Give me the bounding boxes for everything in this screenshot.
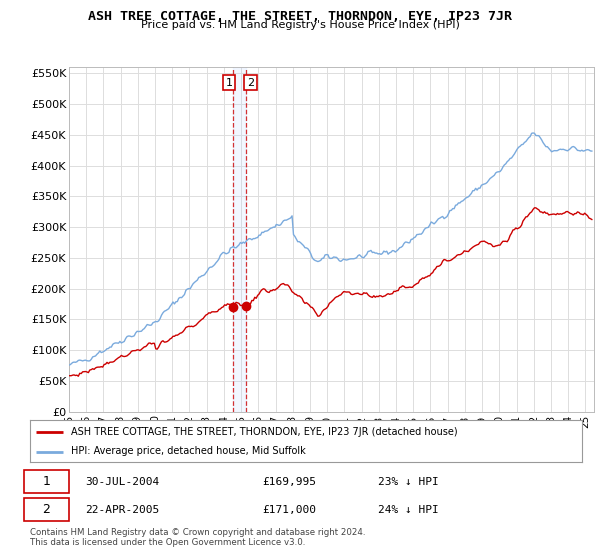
Text: 1: 1 — [226, 77, 232, 87]
Text: Price paid vs. HM Land Registry's House Price Index (HPI): Price paid vs. HM Land Registry's House … — [140, 20, 460, 30]
Text: ASH TREE COTTAGE, THE STREET, THORNDON, EYE, IP23 7JR: ASH TREE COTTAGE, THE STREET, THORNDON, … — [88, 10, 512, 22]
Text: £169,995: £169,995 — [262, 477, 316, 487]
Text: 2: 2 — [247, 77, 254, 87]
Bar — [233, 67, 246, 412]
FancyBboxPatch shape — [25, 470, 68, 493]
Text: 24% ↓ HPI: 24% ↓ HPI — [378, 505, 439, 515]
Text: Contains HM Land Registry data © Crown copyright and database right 2024.
This d: Contains HM Land Registry data © Crown c… — [30, 528, 365, 547]
Text: 23% ↓ HPI: 23% ↓ HPI — [378, 477, 439, 487]
Text: ASH TREE COTTAGE, THE STREET, THORNDON, EYE, IP23 7JR (detached house): ASH TREE COTTAGE, THE STREET, THORNDON, … — [71, 427, 458, 437]
Text: 1: 1 — [43, 475, 50, 488]
Text: 30-JUL-2004: 30-JUL-2004 — [85, 477, 160, 487]
Text: 2: 2 — [43, 503, 50, 516]
Text: HPI: Average price, detached house, Mid Suffolk: HPI: Average price, detached house, Mid … — [71, 446, 306, 456]
FancyBboxPatch shape — [25, 498, 68, 521]
Text: 22-APR-2005: 22-APR-2005 — [85, 505, 160, 515]
Text: £171,000: £171,000 — [262, 505, 316, 515]
